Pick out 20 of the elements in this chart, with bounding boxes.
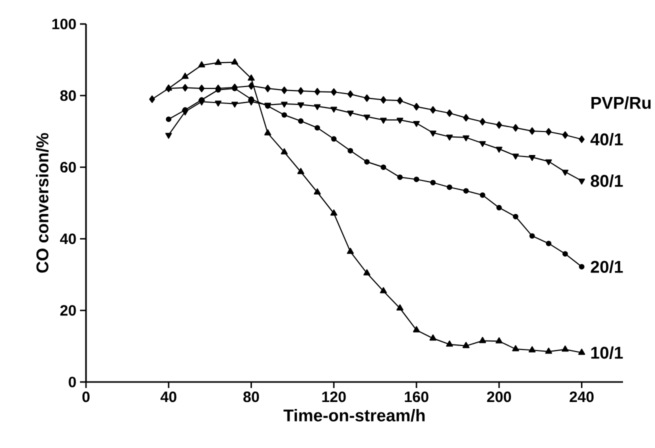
x-tick-label: 240 bbox=[570, 392, 594, 402]
series-label: 40/1 bbox=[590, 132, 623, 146]
x-tick-label: 200 bbox=[487, 392, 511, 402]
x-tick-label: 0 bbox=[82, 392, 90, 402]
x-tick-label: 160 bbox=[404, 392, 428, 402]
series-label: 20/1 bbox=[590, 260, 623, 274]
x-tick-label: 40 bbox=[160, 392, 176, 402]
x-tick-label: 80 bbox=[243, 392, 259, 402]
y-tick-label: 100 bbox=[52, 18, 76, 30]
y-tick-label: 40 bbox=[60, 233, 76, 244]
y-tick-label: 0 bbox=[68, 376, 76, 388]
legend-title: PVP/Ru bbox=[591, 96, 651, 110]
series-label: 80/1 bbox=[590, 174, 623, 188]
x-axis-title: Time-on-stream/h bbox=[284, 408, 425, 422]
y-axis-title: CO conversion/% bbox=[36, 133, 49, 273]
y-tick-label: 20 bbox=[60, 305, 76, 316]
series-label: 10/1 bbox=[591, 346, 623, 359]
y-tick-label: 60 bbox=[60, 162, 76, 173]
x-tick-label: 120 bbox=[322, 392, 346, 402]
y-tick-label: 80 bbox=[60, 90, 76, 101]
